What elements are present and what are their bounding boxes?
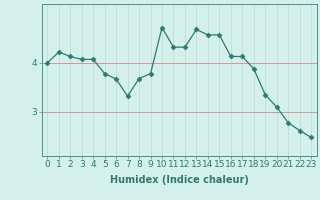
X-axis label: Humidex (Indice chaleur): Humidex (Indice chaleur) — [110, 175, 249, 185]
